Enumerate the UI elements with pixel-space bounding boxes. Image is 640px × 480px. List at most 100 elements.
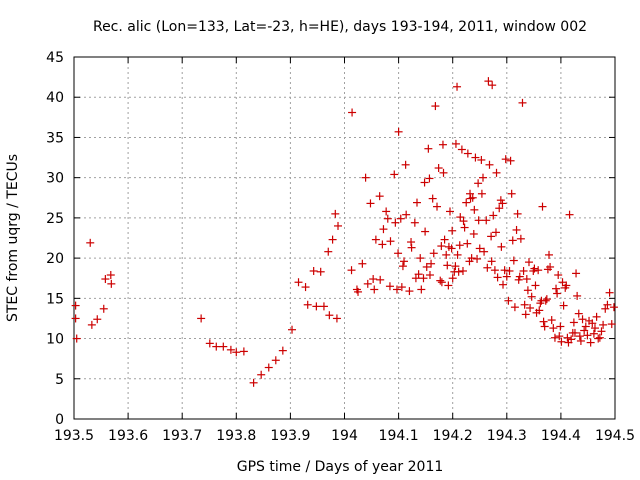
data-point xyxy=(445,207,454,216)
data-point xyxy=(475,244,484,253)
data-point xyxy=(515,272,524,281)
data-point xyxy=(502,272,511,281)
data-point xyxy=(573,291,582,300)
data-point xyxy=(499,280,508,289)
x-tick-label: 193.5 xyxy=(54,428,94,444)
x-tick-label: 194.1 xyxy=(379,428,419,444)
y-tick-label: 25 xyxy=(46,211,64,227)
data-point xyxy=(264,363,273,372)
data-point xyxy=(521,310,530,319)
data-point xyxy=(325,311,334,320)
data-point xyxy=(508,236,517,245)
data-point xyxy=(422,262,431,271)
data-point xyxy=(519,266,528,275)
data-point xyxy=(348,108,357,117)
y-tick-label: 30 xyxy=(46,171,64,187)
data-point xyxy=(531,281,540,290)
data-point xyxy=(397,283,406,292)
y-tick-label: 45 xyxy=(46,50,64,66)
data-point xyxy=(510,303,519,312)
data-point xyxy=(576,336,585,345)
data-point xyxy=(556,322,565,331)
data-point xyxy=(467,254,476,263)
data-point xyxy=(595,333,604,342)
data-point xyxy=(572,269,581,278)
data-point xyxy=(455,241,464,250)
data-point xyxy=(401,160,410,169)
data-point xyxy=(219,342,228,351)
x-tick-label: 194.3 xyxy=(487,428,527,444)
data-point xyxy=(468,193,477,202)
data-point xyxy=(586,338,595,347)
data-point xyxy=(424,144,433,153)
data-point xyxy=(398,262,407,271)
data-point xyxy=(542,295,551,304)
data-point xyxy=(522,275,531,284)
data-point xyxy=(87,320,96,329)
data-point xyxy=(497,242,506,251)
data-point xyxy=(407,243,416,252)
x-tick-label: 193.6 xyxy=(108,428,148,444)
data-point xyxy=(504,296,513,305)
data-point xyxy=(429,249,438,258)
data-point xyxy=(451,139,460,148)
data-point xyxy=(411,274,420,283)
data-point xyxy=(402,210,411,219)
data-point xyxy=(448,226,457,235)
data-point xyxy=(375,192,384,201)
x-tick-label: 193.9 xyxy=(270,428,310,444)
data-point xyxy=(491,228,500,237)
data-point xyxy=(463,149,472,158)
data-point xyxy=(271,356,280,365)
data-point xyxy=(563,333,572,342)
data-point xyxy=(448,274,457,283)
data-point xyxy=(594,334,603,343)
data-point xyxy=(535,306,544,315)
data-point xyxy=(559,301,568,310)
data-point xyxy=(575,332,584,341)
data-point xyxy=(331,209,340,218)
data-point xyxy=(232,348,241,357)
data-point xyxy=(334,221,343,230)
data-point xyxy=(607,320,616,329)
data-point xyxy=(288,325,297,334)
data-point xyxy=(474,179,483,188)
data-point xyxy=(534,266,543,275)
data-point xyxy=(478,173,487,182)
data-point xyxy=(354,287,363,296)
data-point xyxy=(460,223,469,232)
data-point xyxy=(480,247,489,256)
data-point xyxy=(489,211,498,220)
data-point xyxy=(487,257,496,266)
data-point xyxy=(453,82,462,91)
data-point xyxy=(453,250,462,259)
y-tick-label: 35 xyxy=(46,130,64,146)
data-point xyxy=(466,194,475,203)
x-axis-label: GPS time / Days of year 2011 xyxy=(237,459,444,475)
data-point xyxy=(312,302,321,311)
data-point xyxy=(456,213,465,222)
data-point xyxy=(495,204,504,213)
data-point xyxy=(506,156,515,165)
data-point xyxy=(392,285,401,294)
data-point xyxy=(599,320,608,329)
data-point xyxy=(379,225,388,234)
data-point xyxy=(541,296,550,305)
data-point xyxy=(390,170,399,179)
data-point xyxy=(570,328,579,337)
data-point xyxy=(493,273,502,282)
data-point xyxy=(205,339,214,348)
data-point xyxy=(477,189,486,198)
data-point xyxy=(369,275,378,284)
data-point xyxy=(301,283,310,292)
data-point xyxy=(462,198,471,207)
data-point xyxy=(546,262,555,271)
data-point xyxy=(518,98,527,107)
data-point xyxy=(569,318,578,327)
data-point xyxy=(505,266,514,275)
chart-title: Rec. alic (Lon=133, Lat=-23, h=HE), days… xyxy=(93,19,587,35)
data-point xyxy=(469,229,478,238)
y-tick-label: 0 xyxy=(55,412,64,428)
data-point xyxy=(71,301,80,310)
